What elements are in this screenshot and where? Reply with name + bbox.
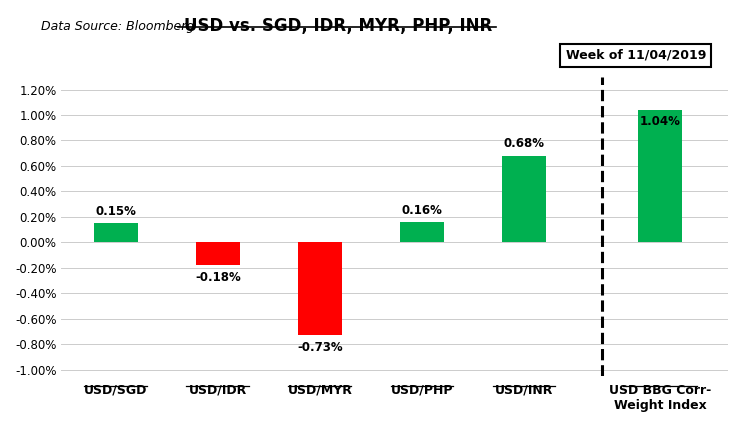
Text: USD BBG Corr-
Weight Index: USD BBG Corr- Weight Index: [609, 384, 711, 412]
Text: 1.04%: 1.04%: [640, 115, 681, 128]
Text: USD/PHP: USD/PHP: [391, 384, 453, 397]
Text: Week of 11/04/2019: Week of 11/04/2019: [565, 49, 706, 62]
Text: 0.68%: 0.68%: [504, 138, 545, 150]
Bar: [400, 222, 444, 243]
Text: -0.18%: -0.18%: [195, 271, 241, 284]
Text: USD/IDR: USD/IDR: [189, 384, 247, 397]
Bar: [196, 243, 240, 265]
Text: USD/INR: USD/INR: [495, 384, 553, 397]
Text: USD/MYR: USD/MYR: [288, 384, 352, 397]
Bar: [94, 223, 138, 243]
Text: USD vs. SGD, IDR, MYR, PHP, INR: USD vs. SGD, IDR, MYR, PHP, INR: [184, 17, 492, 35]
Text: 0.16%: 0.16%: [401, 204, 442, 217]
Text: 0.15%: 0.15%: [96, 205, 137, 218]
Bar: [502, 156, 546, 243]
Text: -0.73%: -0.73%: [297, 341, 343, 354]
Text: Data Source: Bloomberg: Data Source: Bloomberg: [41, 20, 194, 33]
Bar: [638, 110, 682, 243]
Bar: [298, 243, 342, 335]
Text: USD/SGD: USD/SGD: [84, 384, 148, 397]
